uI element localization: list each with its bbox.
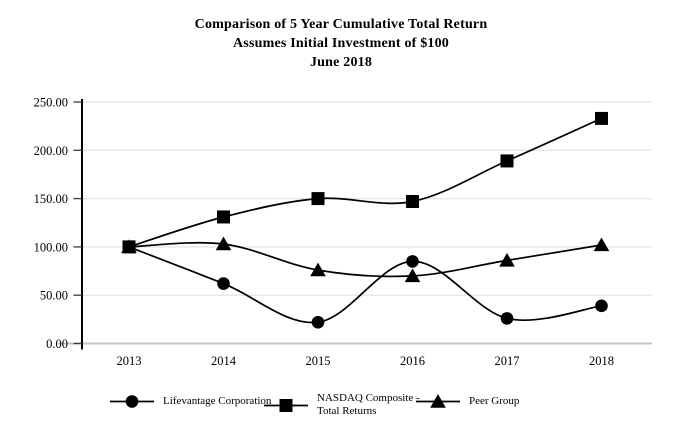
series-line-peer-group bbox=[128, 241, 602, 278]
x-tick-label: 2014 bbox=[211, 354, 237, 368]
x-tick-label: 2016 bbox=[400, 354, 425, 368]
series-marker-circle-lifevantage-corporation bbox=[217, 277, 230, 290]
legend-label-line: NASDAQ Composite - bbox=[317, 392, 420, 404]
square-marker-icon bbox=[264, 398, 308, 412]
legend-item-lifevantage-corporation: Lifevantage Corporation bbox=[110, 393, 271, 410]
y-tick-label: 150.00 bbox=[34, 192, 68, 206]
legend-item-nasdaq-composite-total-returns: NASDAQ Composite - Total Returns bbox=[264, 392, 420, 418]
series-line-nasdaq-composite-total-returns bbox=[128, 117, 602, 248]
y-tick-label: 250.00 bbox=[34, 96, 68, 110]
series-marker-triangle-peer-group bbox=[215, 236, 232, 251]
x-tick-label: 2015 bbox=[306, 354, 331, 368]
y-tick-label: 50.00 bbox=[40, 289, 68, 303]
legend-label: NASDAQ Composite - Total Returns bbox=[317, 392, 420, 418]
legend-label-line: Lifevantage Corporation bbox=[163, 395, 272, 407]
series-marker-triangle-peer-group bbox=[593, 237, 610, 252]
series-marker-square-nasdaq-composite-total-returns bbox=[406, 194, 419, 208]
series-marker-triangle-peer-group bbox=[310, 262, 326, 277]
chart-title-line-3: June 2018 bbox=[309, 55, 373, 70]
series-marker-circle-lifevantage-corporation bbox=[311, 315, 325, 329]
legend-label-line: Peer Group bbox=[469, 395, 520, 407]
series-marker-triangle-peer-group bbox=[404, 268, 421, 283]
y-tick-label: 100.00 bbox=[34, 240, 68, 254]
legend-label: Lifevantage Corporation bbox=[163, 395, 271, 408]
legend-item-peer-group: Peer Group bbox=[416, 393, 519, 410]
chart-title-line-1: Comparison of 5 Year Cumulative Total Re… bbox=[194, 17, 488, 32]
series-marker-square-nasdaq-composite-total-returns bbox=[217, 210, 230, 224]
legend-circle bbox=[125, 395, 139, 408]
series-marker-triangle-peer-group bbox=[499, 252, 515, 267]
legend-triangle bbox=[430, 394, 446, 408]
x-tick-label: 2013 bbox=[117, 354, 142, 368]
y-tick-label: 0.00 bbox=[46, 337, 68, 351]
chart-title: Comparison of 5 Year Cumulative Total Re… bbox=[0, 15, 682, 72]
series-marker-circle-lifevantage-corporation bbox=[406, 255, 419, 268]
series-marker-circle-lifevantage-corporation bbox=[595, 299, 608, 313]
series-marker-square-nasdaq-composite-total-returns bbox=[311, 192, 325, 206]
y-tick-label: 200.00 bbox=[34, 144, 68, 158]
series-line-lifevantage-corporation bbox=[128, 246, 602, 324]
series-marker-triangle-peer-group bbox=[121, 239, 137, 254]
series-marker-circle-lifevantage-corporation bbox=[500, 312, 514, 325]
legend-label: Peer Group bbox=[469, 395, 519, 408]
x-tick-label: 2018 bbox=[589, 354, 614, 368]
x-tick-label: 2017 bbox=[495, 354, 520, 368]
series-marker-square-nasdaq-composite-total-returns bbox=[595, 111, 608, 125]
chart-title-line-2: Assumes Initial Investment of $100 bbox=[232, 36, 450, 51]
circle-marker-icon bbox=[110, 395, 154, 408]
legend-label-line: Total Returns bbox=[317, 405, 377, 417]
series-marker-square-nasdaq-composite-total-returns bbox=[500, 154, 514, 168]
legend-square bbox=[279, 398, 293, 412]
triangle-marker-icon bbox=[416, 394, 460, 408]
